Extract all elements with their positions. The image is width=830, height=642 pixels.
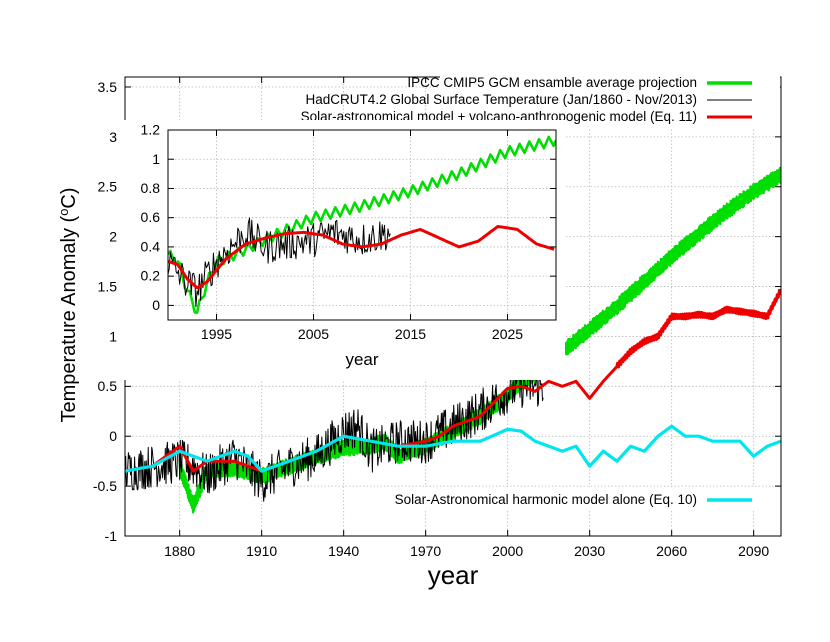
inset-plot: 1995 2005 2015 2025 0 0.2 0.4 0.6 0.8 1 1.2 year <box>120 120 565 380</box>
inset-series-line-2 <box>168 225 555 290</box>
inset-series-line-0 <box>168 135 556 314</box>
inset-series-line-1 <box>168 217 391 308</box>
main-y-tick-label: -1 <box>105 528 118 544</box>
inset-y-tick-label: 0 <box>152 297 160 313</box>
main-x-tick-label: 2030 <box>574 543 605 559</box>
main-y-tick-label: 3.5 <box>98 79 118 95</box>
main-y-tick-label: 0 <box>109 428 117 444</box>
main-x-tick-label: 2060 <box>656 543 687 559</box>
main-series-group <box>125 166 781 514</box>
main-x-tick-label: 1940 <box>328 543 359 559</box>
main-series-line-0 <box>178 166 781 514</box>
main-y-tick-label: 3 <box>109 129 117 145</box>
legend-label-harmonic: Solar-Astronomical harmonic model alone … <box>395 492 697 507</box>
inset-series-group <box>168 135 556 314</box>
inset-x-tick-label: 2025 <box>492 326 523 342</box>
inset-ticks: 1995 2005 2015 2025 0 0.2 0.4 0.6 0.8 1 1.2 <box>141 122 556 342</box>
legend-bottom-background <box>360 487 778 509</box>
inset-y-tick-label: 0.6 <box>141 209 161 225</box>
main-y-tick-label: 2.5 <box>98 179 118 195</box>
legend-label-ipcc: IPCC CMIP5 GCM ensamble average projecti… <box>407 75 697 90</box>
main-series-line-2 <box>125 288 781 473</box>
main-y-axis-label: Temperature Anomaly (oC) <box>56 187 81 422</box>
main-y-tick-label: 1 <box>109 328 117 344</box>
main-x-tick-label: 2090 <box>738 543 769 559</box>
main-series-line-3 <box>125 424 781 473</box>
inset-plot-frame <box>167 129 557 321</box>
inset-x-tick-label: 2015 <box>395 326 426 342</box>
main-y-tick-label: 2 <box>109 229 117 245</box>
inset-x-tick-label: 2005 <box>298 326 329 342</box>
main-y-tick-label: 1.5 <box>98 278 118 294</box>
inset-x-tick-label: 1995 <box>201 326 232 342</box>
inset-y-tick-label: 1 <box>152 151 160 167</box>
inset-y-tick-label: 0.2 <box>141 268 161 284</box>
inset-background <box>120 120 565 380</box>
inset-y-tick-label: 0.4 <box>141 238 161 254</box>
main-series-line-1 <box>125 366 544 502</box>
main-x-axis-label: year <box>428 560 479 590</box>
main-y-tick-label: 0.5 <box>98 378 118 394</box>
inset-y-tick-label: 0.8 <box>141 180 161 196</box>
main-x-tick-label: 1970 <box>410 543 441 559</box>
main-ticks: 1880 1910 1940 1970 2000 2030 2060 2090 -1 -0.5 0 0… <box>93 77 781 559</box>
inset-y-tick-label: 1.2 <box>141 122 161 138</box>
legend-label-hadcrut: HadCRUT4.2 Global Surface Temperature (J… <box>306 92 697 107</box>
main-x-tick-label: 2000 <box>492 543 523 559</box>
main-y-tick-label: -0.5 <box>93 478 117 494</box>
main-x-tick-label: 1880 <box>164 543 195 559</box>
inset-x-axis-label: year <box>345 350 378 369</box>
main-x-tick-label: 1910 <box>246 543 277 559</box>
